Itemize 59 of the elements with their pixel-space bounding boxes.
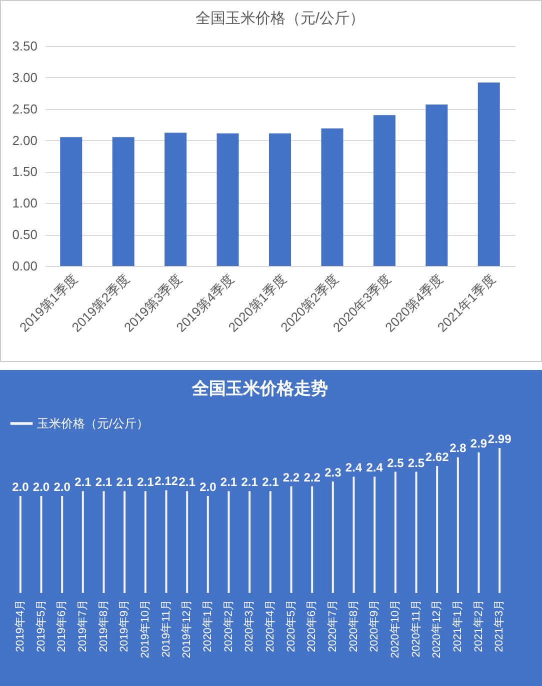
data-label: 2.4 [366, 460, 384, 475]
x-tick-label: 2020年6月 [306, 600, 318, 652]
x-tick-label: 2020年11月 [410, 600, 422, 658]
data-label: 2.1 [241, 475, 258, 490]
x-tick-label: 2019年4月 [14, 600, 26, 652]
data-label: 2.1 [116, 475, 134, 490]
x-tick-label: 2020年8月 [348, 600, 360, 652]
data-label: 2.0 [54, 480, 71, 494]
x-tick-label: 2019年10月 [139, 600, 152, 658]
data-label: 2.8 [450, 441, 467, 456]
data-label: 2.5 [408, 456, 425, 470]
data-label: 2.4 [345, 460, 362, 475]
y-tick-label: 3.50 [12, 38, 38, 54]
data-label: 2.2 [282, 470, 300, 484]
data-label: 2.0 [12, 480, 30, 494]
x-tick-label: 2019年8月 [98, 600, 110, 652]
x-tick-label: 2020年3月 [244, 600, 256, 652]
y-tick-label: 0.00 [12, 258, 38, 274]
x-tick-label: 2020年10月 [389, 600, 402, 658]
x-tick-label: 2021年2月 [472, 600, 485, 652]
x-tick-label: 2020年2月 [222, 600, 235, 652]
data-label: 2.3 [324, 465, 342, 480]
x-tick-label: 2019年12月 [181, 600, 194, 658]
x-tick-label: 2021年3月 [494, 600, 506, 652]
data-label: 2.9 [470, 436, 488, 450]
data-label: 2.0 [32, 480, 50, 494]
data-label: 2.1 [74, 475, 92, 490]
data-label: 2.62 [425, 450, 450, 464]
chart-title: 全国玉米价格走势 [191, 379, 328, 398]
x-tick-label: 2020年1月 [202, 600, 214, 652]
x-tick-label: 2021年1月 [452, 600, 464, 652]
data-label: 2.99 [488, 432, 512, 446]
x-tick-label: 2020年9月 [368, 600, 381, 652]
data-label: 2.1 [95, 475, 112, 490]
data-label: 2.5 [387, 456, 404, 470]
data-label: 2.1 [178, 475, 196, 490]
y-tick-label: 2.00 [12, 132, 38, 148]
x-tick-label: 2019年7月 [76, 600, 89, 652]
data-label: 2.1 [220, 475, 238, 490]
data-label: 2.0 [200, 480, 217, 494]
chart-title: 全国玉米价格（元/公斤） [195, 10, 365, 27]
y-tick-label: 3.00 [12, 70, 38, 85]
x-tick-label: 2019年6月 [56, 600, 68, 652]
y-tick-label: 1.00 [12, 196, 38, 211]
data-label: 2.1 [137, 475, 154, 490]
x-tick-label: 2020年7月 [326, 600, 339, 652]
y-tick-label: 2.50 [12, 101, 38, 116]
y-tick-label: 0.50 [12, 227, 38, 242]
x-tick-label: 2019年11月 [160, 600, 172, 658]
x-tick-label: 2020年12月 [431, 600, 444, 658]
legend-label: 玉米价格（元/公斤） [37, 416, 148, 430]
x-tick-label: 2020年4月 [264, 600, 276, 652]
data-label: 2.12 [154, 474, 178, 488]
data-label: 2.1 [262, 475, 280, 490]
x-tick-label: 2020年5月 [285, 600, 298, 652]
data-label: 2.2 [304, 470, 321, 484]
x-tick-label: 2019年5月 [35, 600, 48, 652]
y-tick-label: 1.50 [12, 164, 38, 180]
x-tick-label: 2019年9月 [118, 600, 131, 652]
